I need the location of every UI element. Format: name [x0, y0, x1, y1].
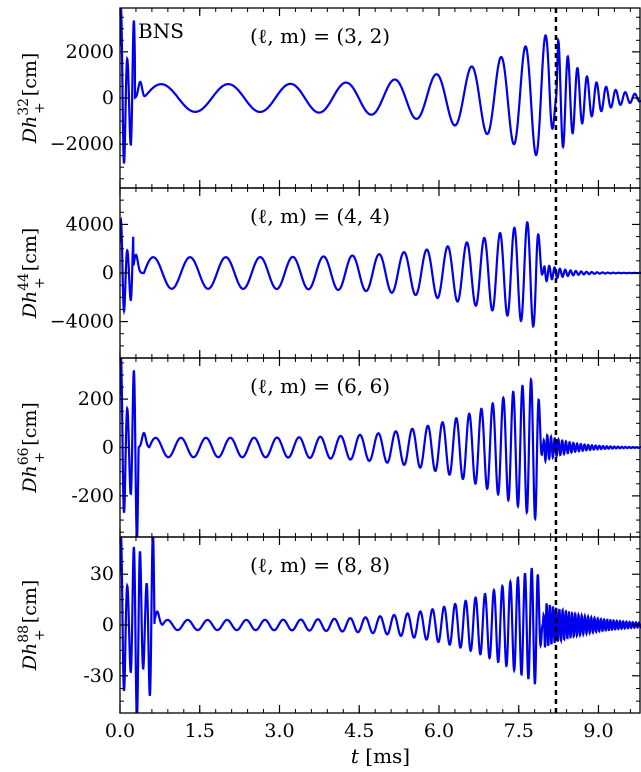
y-axis-label-3: Dh66+ [cm]	[16, 402, 48, 494]
ytick-label: -200	[71, 485, 114, 507]
series-line-2	[120, 216, 641, 329]
xtick-label: 0.0	[105, 720, 135, 742]
ytick-label: 2000	[66, 41, 114, 63]
xtick-label: 1.5	[185, 720, 215, 742]
panel-3: -200 0 200 Dh66+ [cm] (ℓ, m) = (6, 6)	[16, 357, 641, 538]
bns-tag: BNS	[138, 19, 184, 43]
mode-annotation-1: (ℓ, m) = (3, 2)	[250, 24, 390, 48]
ytick-label: -30	[83, 665, 114, 687]
ytick-label: 30	[90, 563, 114, 585]
panel-1: −2000 0 2000 Dh32+ [cm] (ℓ, m) = (3, 2) BNS	[16, 7, 641, 189]
ytick-label: −4000	[50, 311, 114, 333]
xtick-label: 7.5	[504, 720, 534, 742]
series-line-3	[120, 358, 641, 537]
y-axis-label-1: Dh32+ [cm]	[16, 53, 48, 145]
panel-4: -30 0 30 Dh88+ [cm] (ℓ, m) = (8, 8)	[16, 536, 641, 714]
series-line-1	[120, 8, 641, 164]
xtick-label: 9.0	[583, 720, 613, 742]
xtick-label: 4.5	[344, 720, 374, 742]
ytick-label: 0	[102, 614, 114, 636]
ytick-label: −2000	[50, 133, 114, 155]
mode-annotation-3: (ℓ, m) = (6, 6)	[250, 374, 390, 398]
panel-2: −4000 0 4000 Dh44+ [cm] (ℓ, m) = (4, 4)	[16, 187, 641, 359]
xtick-label: 6.0	[424, 720, 454, 742]
mode-annotation-4: (ℓ, m) = (8, 8)	[250, 553, 390, 577]
mode-annotation-2: (ℓ, m) = (4, 4)	[250, 204, 390, 228]
series-line-4	[120, 537, 641, 713]
xtick-label: 3.0	[264, 720, 294, 742]
x-axis-label: t [ms]	[351, 744, 410, 768]
ytick-label: 0	[102, 87, 114, 109]
y-axis-label-2: Dh44+ [cm]	[16, 228, 48, 320]
y-axis-label-4: Dh88+ [cm]	[16, 580, 48, 672]
ytick-label: 4000	[66, 213, 114, 235]
ytick-label: 200	[78, 388, 114, 410]
ytick-label: 0	[102, 437, 114, 459]
ytick-label: 0	[102, 262, 114, 284]
